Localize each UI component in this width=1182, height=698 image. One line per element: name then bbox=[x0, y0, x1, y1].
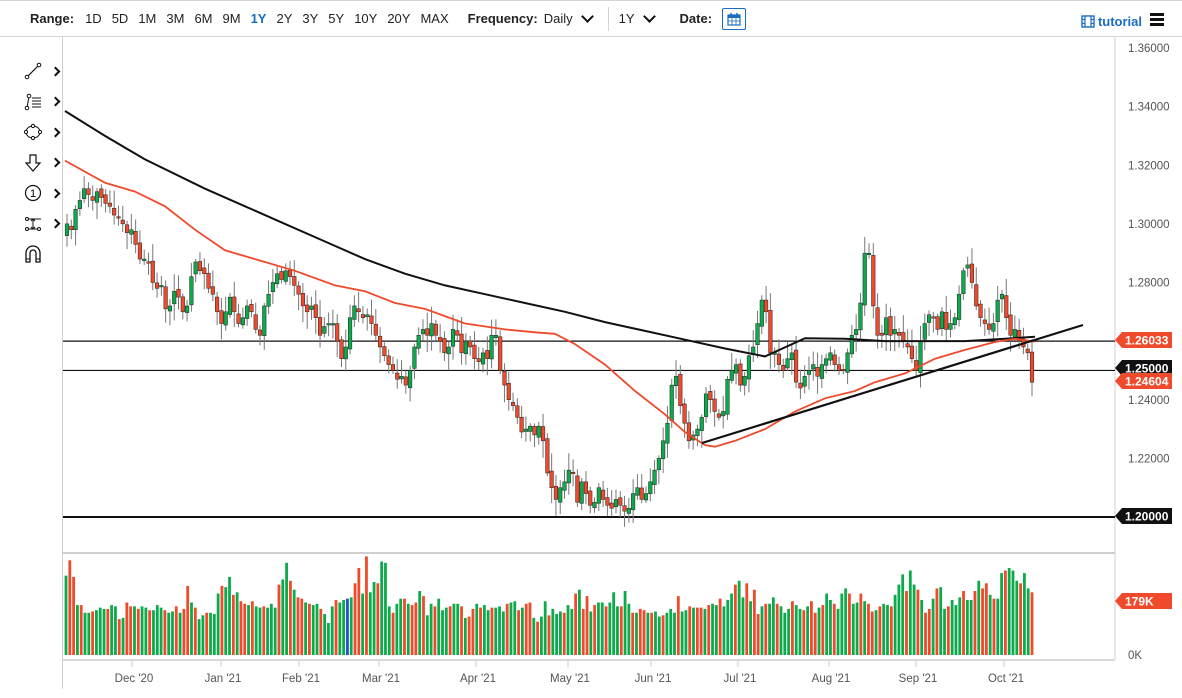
annotation-tool[interactable]: 1 bbox=[0, 178, 62, 209]
calendar-icon bbox=[727, 12, 741, 26]
trendline-tool[interactable] bbox=[0, 56, 62, 87]
frequency-value[interactable]: Daily bbox=[543, 11, 573, 26]
svg-text:Jun '21: Jun '21 bbox=[635, 673, 672, 685]
magnet-tool[interactable] bbox=[0, 239, 62, 270]
frequency-label: Frequency: bbox=[467, 11, 538, 26]
svg-text:Mar '21: Mar '21 bbox=[362, 673, 400, 685]
moving-averages bbox=[64, 110, 1036, 448]
range-option-20y[interactable]: 20Y bbox=[387, 11, 411, 26]
frequency-selector[interactable]: Frequency: Daily bbox=[467, 10, 600, 26]
svg-text:179K: 179K bbox=[1125, 595, 1154, 609]
toolbar-divider bbox=[607, 6, 609, 31]
svg-text:1.34000: 1.34000 bbox=[1128, 102, 1170, 114]
svg-text:Aug '21: Aug '21 bbox=[812, 673, 851, 685]
trendline-tool-icon bbox=[24, 62, 42, 80]
range-option-9m[interactable]: 9M bbox=[222, 11, 241, 26]
volume-bars bbox=[64, 556, 1034, 655]
shapes-tool-icon bbox=[24, 124, 42, 141]
chart-frame bbox=[62, 37, 1116, 661]
svg-text:1: 1 bbox=[30, 188, 36, 200]
date-picker: Date: bbox=[679, 7, 747, 30]
calendar-button[interactable] bbox=[722, 7, 747, 30]
svg-text:Oct '21: Oct '21 bbox=[988, 673, 1024, 685]
range-options: 1D 5D 1M 3M 6M 9M 1Y 2Y 3Y 5Y 10Y 20Y MAX bbox=[80, 11, 454, 26]
numbered-annotation-icon: 1 bbox=[24, 185, 42, 202]
range-option-6m[interactable]: 6M bbox=[194, 11, 213, 26]
tutorial-label: tutorial bbox=[1097, 14, 1142, 29]
magnet-icon bbox=[25, 245, 41, 263]
range-selector: Range: 1D 5D 1M 3M 6M 9M 1Y 2Y 3Y 5Y 10Y 20Y MAX bbox=[30, 11, 454, 26]
svg-text:Jul '21: Jul '21 bbox=[724, 673, 757, 685]
period-selector[interactable]: 1Y bbox=[618, 10, 662, 26]
candlesticks bbox=[64, 176, 1035, 527]
svg-text:1.28000: 1.28000 bbox=[1128, 278, 1170, 290]
shapes-tool[interactable] bbox=[0, 117, 62, 148]
svg-text:May '21: May '21 bbox=[550, 673, 590, 685]
svg-text:1.25000: 1.25000 bbox=[1125, 362, 1169, 376]
svg-text:1.36000: 1.36000 bbox=[1128, 43, 1170, 55]
range-option-max[interactable]: MAX bbox=[420, 11, 449, 26]
range-option-1m[interactable]: 1M bbox=[138, 11, 157, 26]
range-label: Range: bbox=[30, 11, 75, 26]
svg-text:0K: 0K bbox=[1128, 650, 1142, 662]
svg-text:1.26033: 1.26033 bbox=[1125, 334, 1169, 348]
svg-text:1.30000: 1.30000 bbox=[1128, 219, 1170, 231]
range-option-10y[interactable]: 10Y bbox=[354, 11, 378, 26]
measure-tool[interactable] bbox=[0, 209, 62, 240]
range-option-2y[interactable]: 2Y bbox=[276, 11, 293, 26]
fibonacci-tool[interactable] bbox=[0, 87, 62, 118]
horizontal-lines bbox=[63, 340, 1115, 518]
date-label: Date: bbox=[679, 11, 713, 26]
range-option-5y[interactable]: 5Y bbox=[328, 11, 345, 26]
range-option-1d[interactable]: 1D bbox=[85, 11, 102, 26]
svg-text:1.22000: 1.22000 bbox=[1128, 453, 1170, 465]
menu-icon[interactable] bbox=[1150, 13, 1164, 28]
arrow-down-icon bbox=[24, 154, 42, 172]
chart-toolbar: Range: 1D 5D 1M 3M 6M 9M 1Y 2Y 3Y 5Y 10Y 20Y MAX Fre… bbox=[0, 0, 1182, 37]
svg-text:1.20000: 1.20000 bbox=[1125, 510, 1169, 524]
range-option-1y[interactable]: 1Y bbox=[250, 11, 267, 26]
svg-text:Feb '21: Feb '21 bbox=[282, 673, 320, 685]
svg-text:1.24604: 1.24604 bbox=[1125, 375, 1169, 389]
time-axis: Dec '20 Jan '21 Feb '21 Mar '21 Apr '21 May '… bbox=[115, 661, 1024, 685]
svg-text:Jan '21: Jan '21 bbox=[205, 673, 242, 685]
range-option-3m[interactable]: 3M bbox=[166, 11, 185, 26]
drawing-toolbar: 1 bbox=[0, 56, 62, 270]
price-axis: 1.36000 1.34000 1.32000 1.30000 1.28000 1.240… bbox=[1128, 43, 1170, 662]
svg-text:Dec '20: Dec '20 bbox=[115, 673, 154, 685]
period-value[interactable]: 1Y bbox=[618, 11, 635, 26]
chart-left-border bbox=[62, 37, 63, 689]
fibonacci-tool-icon bbox=[24, 93, 41, 111]
measure-tool-icon bbox=[25, 216, 41, 231]
trendline[interactable] bbox=[701, 323, 1084, 445]
svg-text:1.24000: 1.24000 bbox=[1128, 395, 1170, 407]
range-option-3y[interactable]: 3Y bbox=[302, 11, 319, 26]
svg-text:Apr '21: Apr '21 bbox=[460, 673, 496, 685]
range-option-5d[interactable]: 5D bbox=[111, 11, 129, 26]
film-icon bbox=[1081, 15, 1095, 28]
arrow-tool[interactable] bbox=[0, 148, 62, 179]
svg-text:1.32000: 1.32000 bbox=[1128, 160, 1170, 172]
svg-text:Sep '21: Sep '21 bbox=[899, 673, 938, 685]
tutorial-link[interactable]: tutorial bbox=[1081, 14, 1142, 29]
